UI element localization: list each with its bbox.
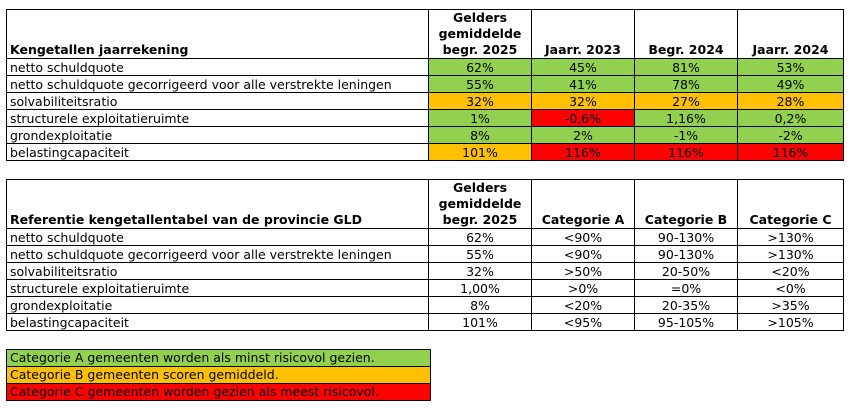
table-cell: -1% [634,126,738,144]
table-title: Kengetallen jaarrekening [6,9,429,59]
table-header-row: Referentie kengetallentabel van de provi… [6,179,844,229]
table-cell: <90% [531,245,635,263]
table-row: structurele exploitatieruimte 1,00% >0% =0%… [6,279,844,297]
table-cell: 49% [737,75,844,93]
table-row: solvabiliteitsratio 32% >50% 20-50% <20% [6,262,844,280]
table-row: grondexploitatie 8% 2% -1% -2% [6,126,844,144]
table-cell: 1% [428,109,532,127]
table-cell: 32% [428,92,532,110]
table-row: grondexploitatie 8% <20% 20-35% >35% [6,296,844,314]
table-cell: <20% [531,296,635,314]
column-header: Categorie B [634,179,738,229]
table-cell: 101% [428,313,532,331]
legend-item: Categorie B gemeenten scoren gemiddeld. [6,366,431,384]
column-header: Categorie C [737,179,844,229]
table-header-row: Kengetallen jaarrekening Gelders gemiddel… [6,9,844,59]
column-header: Jaarr. 2024 [737,9,844,59]
table-cell: -0,6% [531,109,635,127]
table-cell: 95-105% [634,313,738,331]
table-cell: 2% [531,126,635,144]
table-cell: 81% [634,58,738,76]
row-label: netto schuldquote [6,58,429,76]
table-cell: 28% [737,92,844,110]
risk-legend: Categorie A gemeenten worden als minst r… [6,349,431,401]
table-title: Referentie kengetallentabel van de provi… [6,179,429,229]
table-cell: <0% [737,279,844,297]
legend-row: Categorie A gemeenten worden als minst r… [6,349,431,367]
column-header: Gelders gemiddelde begr. 2025 [428,9,532,59]
row-label: netto schuldquote [6,228,429,246]
table-cell: >130% [737,245,844,263]
row-label: belastingcapaciteit [6,313,429,331]
column-header: Jaarr. 2023 [531,9,635,59]
table-cell: =0% [634,279,738,297]
table-cell: 53% [737,58,844,76]
column-header: Categorie A [531,179,635,229]
table-cell: 20-35% [634,296,738,314]
table-cell: 90-130% [634,245,738,263]
column-header: Gelders gemiddelde begr. 2025 [428,179,532,229]
table-cell: 41% [531,75,635,93]
table-cell: 45% [531,58,635,76]
row-label: netto schuldquote gecorrigeerd voor alle… [6,245,429,263]
row-label: netto schuldquote gecorrigeerd voor alle… [6,75,429,93]
table-cell: >0% [531,279,635,297]
table-cell: <20% [737,262,844,280]
table-cell: 1,00% [428,279,532,297]
table-row: netto schuldquote 62% <90% 90-130% >130% [6,228,844,246]
table-cell: >35% [737,296,844,314]
table-row: structurele exploitatieruimte 1% -0,6% 1,16… [6,109,844,127]
row-label: structurele exploitatieruimte [6,109,429,127]
table-cell: >105% [737,313,844,331]
column-header: Begr. 2024 [634,9,738,59]
row-label: grondexploitatie [6,126,429,144]
table-cell: 116% [531,143,635,161]
referentie-kengetallen-table: Referentie kengetallentabel van de provi… [6,179,844,331]
row-label: structurele exploitatieruimte [6,279,429,297]
legend-item: Categorie A gemeenten worden als minst r… [6,349,431,367]
table-cell: 32% [428,262,532,280]
table-cell: <90% [531,228,635,246]
kengetallen-jaarrekening-table: Kengetallen jaarrekening Gelders gemiddel… [6,9,844,161]
table-cell: 8% [428,126,532,144]
table-row: netto schuldquote gecorrigeerd voor alle… [6,75,844,93]
legend-row: Categorie C gemeenten worden gezien als … [6,383,431,401]
table-cell: 0,2% [737,109,844,127]
column-header-text: Gelders gemiddelde begr. 2025 [438,10,522,58]
table-row: netto schuldquote 62% 45% 81% 53% [6,58,844,76]
table-row: belastingcapaciteit 101% <95% 95-105% >105% [6,313,844,331]
table-cell: 55% [428,75,532,93]
table-cell: 55% [428,245,532,263]
table-cell: 62% [428,58,532,76]
table-cell: 8% [428,296,532,314]
table-cell: 27% [634,92,738,110]
table-cell: 116% [737,143,844,161]
row-label: solvabiliteitsratio [6,92,429,110]
table-cell: <95% [531,313,635,331]
table-row: solvabiliteitsratio 32% 32% 27% 28% [6,92,844,110]
table-row: netto schuldquote gecorrigeerd voor alle… [6,245,844,263]
legend-row: Categorie B gemeenten scoren gemiddeld. [6,366,431,384]
table-cell: 78% [634,75,738,93]
table-row: belastingcapaciteit 101% 116% 116% 116% [6,143,844,161]
table-cell: -2% [737,126,844,144]
column-header-text: Gelders gemiddelde begr. 2025 [438,180,522,228]
table-cell: >130% [737,228,844,246]
legend-item: Categorie C gemeenten worden gezien als … [6,383,431,401]
table-cell: 101% [428,143,532,161]
table-cell: >50% [531,262,635,280]
table-cell: 32% [531,92,635,110]
row-label: belastingcapaciteit [6,143,429,161]
table-cell: 90-130% [634,228,738,246]
table-cell: 1,16% [634,109,738,127]
table-cell: 62% [428,228,532,246]
row-label: grondexploitatie [6,296,429,314]
table-cell: 116% [634,143,738,161]
row-label: solvabiliteitsratio [6,262,429,280]
table-cell: 20-50% [634,262,738,280]
